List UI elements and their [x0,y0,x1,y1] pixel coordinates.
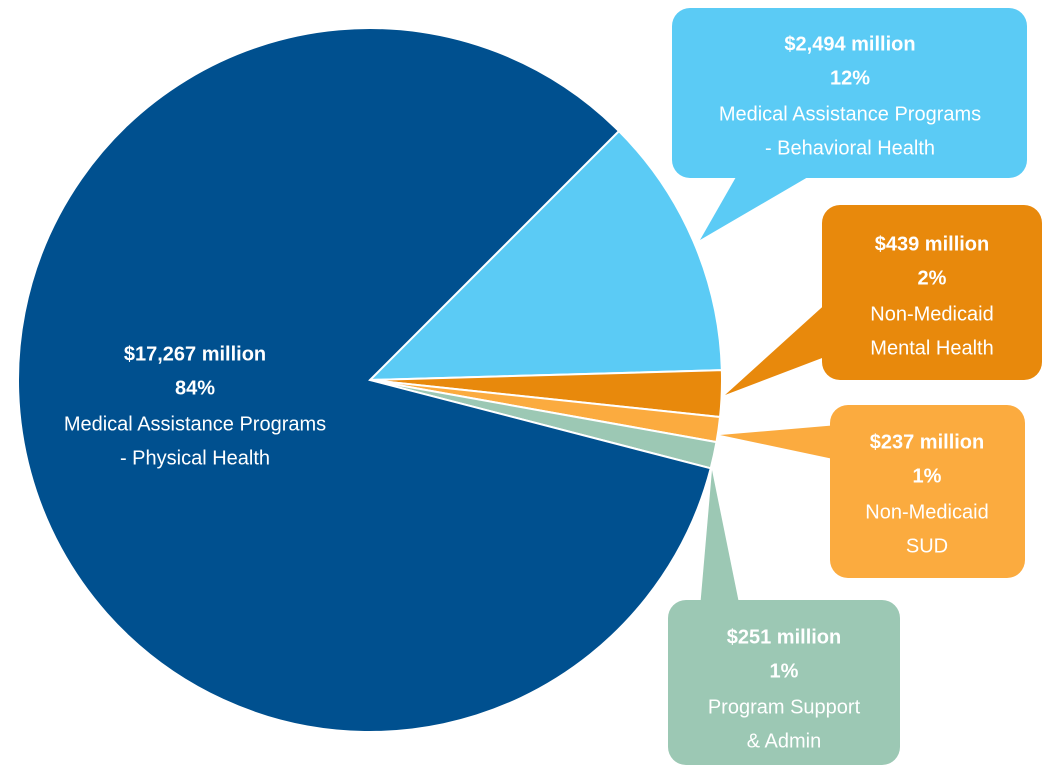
category-label: SUD [906,535,948,557]
callout-box [672,8,1027,178]
percent-label: 1% [913,465,942,487]
percent-label: 12% [830,67,870,89]
category-label: Non-Medicaid [865,501,988,523]
callout-box [668,600,900,765]
callout-pointer [725,300,830,395]
callout-pointer [700,170,820,240]
percent-label: 1% [770,660,799,682]
percent-label: 84% [175,377,215,399]
value-label: $2,494 million [784,33,915,55]
callout-box [830,405,1025,578]
category-label: Mental Health [870,337,993,359]
category-label: - Physical Health [120,447,270,469]
percent-label: 2% [918,267,947,289]
category-label: Program Support [708,696,861,718]
category-label: - Behavioral Health [765,137,935,159]
category-label: Medical Assistance Programs [719,103,981,125]
pie-slice [367,129,723,382]
callout-pointer [700,470,740,608]
callout-box [822,205,1042,380]
callout-pointer [720,425,838,460]
category-label: & Admin [747,730,821,752]
pie-slice [17,27,712,733]
value-label: $17,267 million [124,343,266,365]
category-label: Non-Medicaid [870,303,993,325]
value-label: $251 million [727,626,842,648]
value-label: $237 million [870,431,985,453]
value-label: $439 million [875,233,990,255]
category-label: Medical Assistance Programs [64,413,326,435]
